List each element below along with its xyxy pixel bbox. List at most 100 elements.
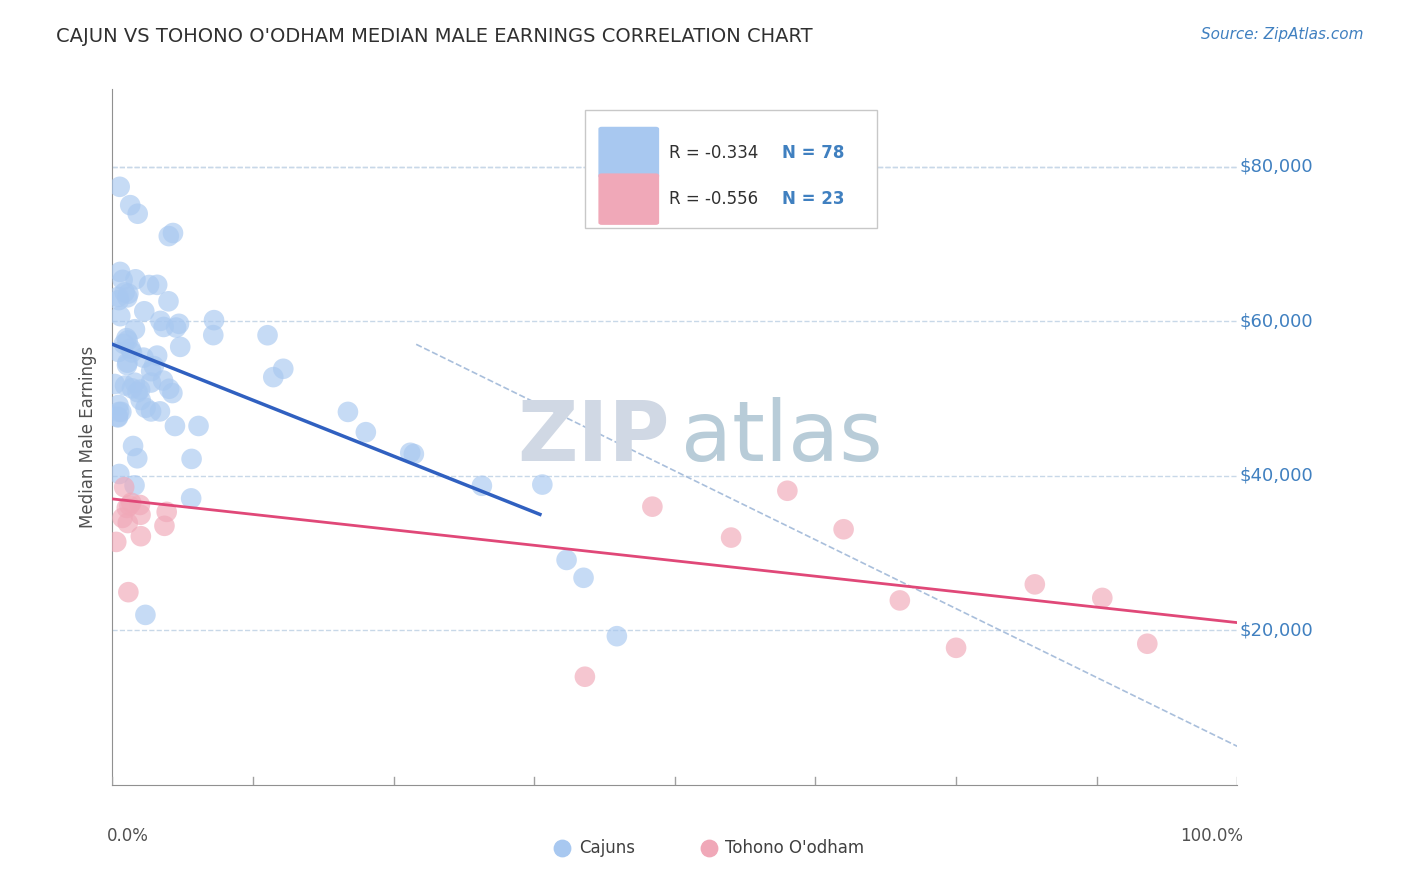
Point <box>1091 591 1114 605</box>
Point <box>117 334 139 348</box>
Point <box>120 342 142 356</box>
FancyBboxPatch shape <box>599 127 659 178</box>
Text: $20,000: $20,000 <box>1240 622 1313 640</box>
Point <box>108 179 131 194</box>
Point <box>108 467 131 481</box>
Point <box>122 439 145 453</box>
Point <box>889 593 911 607</box>
Point <box>107 345 129 359</box>
Text: Cajuns: Cajuns <box>579 838 636 856</box>
Point <box>180 491 202 506</box>
Point <box>110 309 132 323</box>
Point <box>120 198 142 212</box>
Point <box>156 505 179 519</box>
Point <box>776 483 799 498</box>
Text: $60,000: $60,000 <box>1240 312 1313 330</box>
Point <box>697 778 720 792</box>
Point <box>146 349 169 363</box>
Point <box>128 498 150 512</box>
Point <box>135 401 157 415</box>
Text: CAJUN VS TOHONO O'ODHAM MEDIAN MALE EARNINGS CORRELATION CHART: CAJUN VS TOHONO O'ODHAM MEDIAN MALE EARN… <box>56 27 813 45</box>
Point <box>187 419 209 434</box>
Point <box>107 398 129 412</box>
Point <box>108 265 131 279</box>
Point <box>110 405 132 419</box>
Point <box>354 425 377 440</box>
Point <box>157 382 180 396</box>
Point <box>117 585 139 599</box>
Text: Source: ZipAtlas.com: Source: ZipAtlas.com <box>1201 27 1364 42</box>
Point <box>149 404 172 418</box>
Point <box>129 508 152 522</box>
Point <box>117 290 139 304</box>
Point <box>124 478 146 492</box>
Point <box>114 285 136 300</box>
Point <box>114 378 136 392</box>
Point <box>256 328 278 343</box>
Point <box>167 317 190 331</box>
Point <box>112 337 135 351</box>
Point <box>124 376 146 390</box>
Point <box>139 404 162 418</box>
Point <box>124 322 146 336</box>
Text: R = -0.334: R = -0.334 <box>669 144 759 161</box>
Point <box>336 405 359 419</box>
Point <box>399 446 422 460</box>
Point <box>117 516 139 530</box>
Point <box>262 370 284 384</box>
Point <box>471 479 494 493</box>
Point <box>107 410 129 425</box>
Point <box>107 290 129 304</box>
Text: N = 78: N = 78 <box>782 144 844 161</box>
Point <box>606 629 628 643</box>
Point <box>271 361 294 376</box>
Point <box>108 405 131 419</box>
Point <box>402 447 425 461</box>
Point <box>531 477 554 491</box>
Point <box>945 640 967 655</box>
Point <box>157 294 180 309</box>
Point <box>132 351 155 365</box>
Point <box>121 345 143 359</box>
Text: ZIP: ZIP <box>517 397 669 477</box>
Point <box>139 376 162 390</box>
Point <box>152 374 174 388</box>
Point <box>111 511 134 525</box>
Point <box>121 381 143 395</box>
Point <box>129 529 152 543</box>
Text: $40,000: $40,000 <box>1240 467 1313 484</box>
Point <box>153 518 176 533</box>
Point <box>165 320 187 334</box>
Point <box>146 277 169 292</box>
Point <box>138 278 160 293</box>
Point <box>115 331 138 345</box>
Point <box>104 376 127 391</box>
Point <box>169 340 191 354</box>
Point <box>134 304 156 318</box>
Point <box>574 670 596 684</box>
Text: R = -0.556: R = -0.556 <box>669 190 758 208</box>
Point <box>117 286 139 301</box>
Point <box>124 272 146 286</box>
Text: N = 23: N = 23 <box>782 190 844 208</box>
Point <box>1024 577 1046 591</box>
Point <box>107 409 129 424</box>
Point <box>202 313 225 327</box>
Point <box>111 273 134 287</box>
Point <box>163 419 186 434</box>
Point <box>572 571 595 585</box>
Point <box>108 293 131 307</box>
Point <box>555 553 578 567</box>
Point <box>149 314 172 328</box>
Point <box>142 359 165 373</box>
Point <box>120 496 142 510</box>
Point <box>141 364 163 378</box>
Point <box>115 500 138 515</box>
Point <box>1136 637 1159 651</box>
Text: $80,000: $80,000 <box>1240 158 1313 176</box>
Point <box>105 535 128 549</box>
Text: 100.0%: 100.0% <box>1180 827 1243 845</box>
FancyBboxPatch shape <box>585 110 877 228</box>
Text: 0.0%: 0.0% <box>107 827 149 845</box>
Point <box>112 480 135 494</box>
